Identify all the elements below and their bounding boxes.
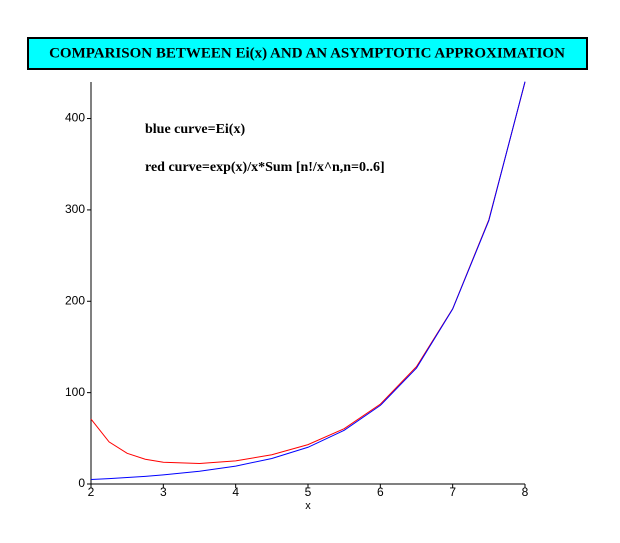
y-tick-label: 400 [65,111,85,125]
y-tick-label: 0 [78,476,85,490]
annotation: blue curve=Ei(x) [145,122,245,137]
x-tick-label: 3 [160,485,167,499]
title-box [27,37,588,70]
x-tick-label: 5 [305,485,312,499]
x-tick-label: 2 [88,485,95,499]
x-tick-label: 4 [232,485,239,499]
x-axis-label: x [305,500,311,512]
annotation: red curve=exp(x)/x*Sum [n!/x^n,n=0..6] [145,160,385,175]
x-tick-label: 8 [522,485,529,499]
y-tick-label: 300 [65,202,85,216]
chart-title: COMPARISON BETWEEN Ei(x) AND AN ASYMPTOT… [49,45,565,61]
x-tick-label: 6 [377,485,384,499]
y-tick-label: 200 [65,293,85,307]
series-line [90,82,526,465]
series-line [90,81,526,480]
x-tick-label: 7 [449,485,456,499]
y-tick-label: 100 [65,385,85,399]
